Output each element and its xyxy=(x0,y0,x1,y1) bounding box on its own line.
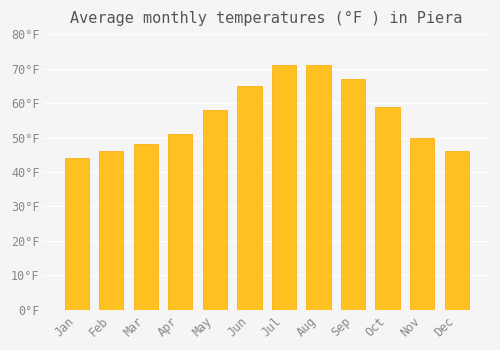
Bar xyxy=(376,106,400,310)
Bar xyxy=(134,145,158,310)
Bar xyxy=(410,138,434,310)
Bar xyxy=(306,65,330,310)
Bar xyxy=(444,151,468,310)
Bar xyxy=(238,86,262,310)
Title: Average monthly temperatures (°F ) in Piera: Average monthly temperatures (°F ) in Pi… xyxy=(70,11,463,26)
Bar xyxy=(168,134,192,310)
Bar xyxy=(64,158,89,310)
Bar xyxy=(99,151,124,310)
Bar xyxy=(341,79,365,310)
Bar xyxy=(272,65,296,310)
Bar xyxy=(203,110,227,310)
